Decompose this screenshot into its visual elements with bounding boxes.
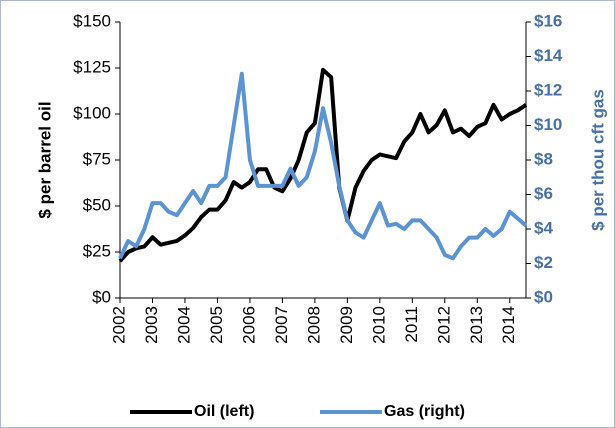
- x-tick-label: 2002: [109, 306, 128, 344]
- x-tick-label: 2008: [304, 306, 323, 344]
- y-tick-label: $100: [73, 103, 111, 122]
- y2-tick-label: $4: [534, 218, 553, 237]
- y2-tick-label: $12: [534, 80, 562, 99]
- y-tick-label: $75: [83, 149, 111, 168]
- x-tick-label: 2011: [402, 306, 421, 343]
- y-axis-title: $ per barrel oil: [35, 101, 54, 218]
- y-tick-label: $0: [92, 287, 111, 306]
- x-tick-label: 2010: [369, 306, 388, 344]
- y2-tick-label: $2: [534, 253, 553, 272]
- legend-label: Gas (right): [384, 403, 465, 420]
- y2-tick-label: $8: [534, 149, 553, 168]
- y2-tick-label: $14: [534, 46, 563, 65]
- x-tick-label: 2007: [272, 306, 291, 344]
- y2-tick-label: $0: [534, 287, 553, 306]
- y2-tick-label: $6: [534, 184, 553, 203]
- y-tick-label: $125: [73, 57, 111, 76]
- series-line: [118, 67, 528, 263]
- x-tick-label: 2005: [207, 306, 226, 344]
- x-tick-label: 2009: [337, 306, 356, 344]
- y-tick-label: $150: [73, 11, 111, 30]
- y2-axis-title: $ per thou cft gas: [588, 89, 607, 231]
- x-tick-label: 2012: [434, 306, 453, 344]
- y-tick-label: $50: [83, 195, 111, 214]
- y2-tick-label: $16: [534, 11, 562, 30]
- x-tick-label: 2013: [467, 306, 486, 344]
- x-tick-label: 2014: [499, 306, 518, 344]
- legend-label: Oil (left): [194, 403, 254, 420]
- series-line: [118, 71, 528, 261]
- x-tick-label: 2006: [239, 306, 258, 344]
- x-tick-label: 2004: [174, 306, 193, 344]
- y-tick-label: $25: [83, 241, 111, 260]
- y2-tick-label: $10: [534, 115, 562, 134]
- x-tick-label: 2003: [142, 306, 161, 344]
